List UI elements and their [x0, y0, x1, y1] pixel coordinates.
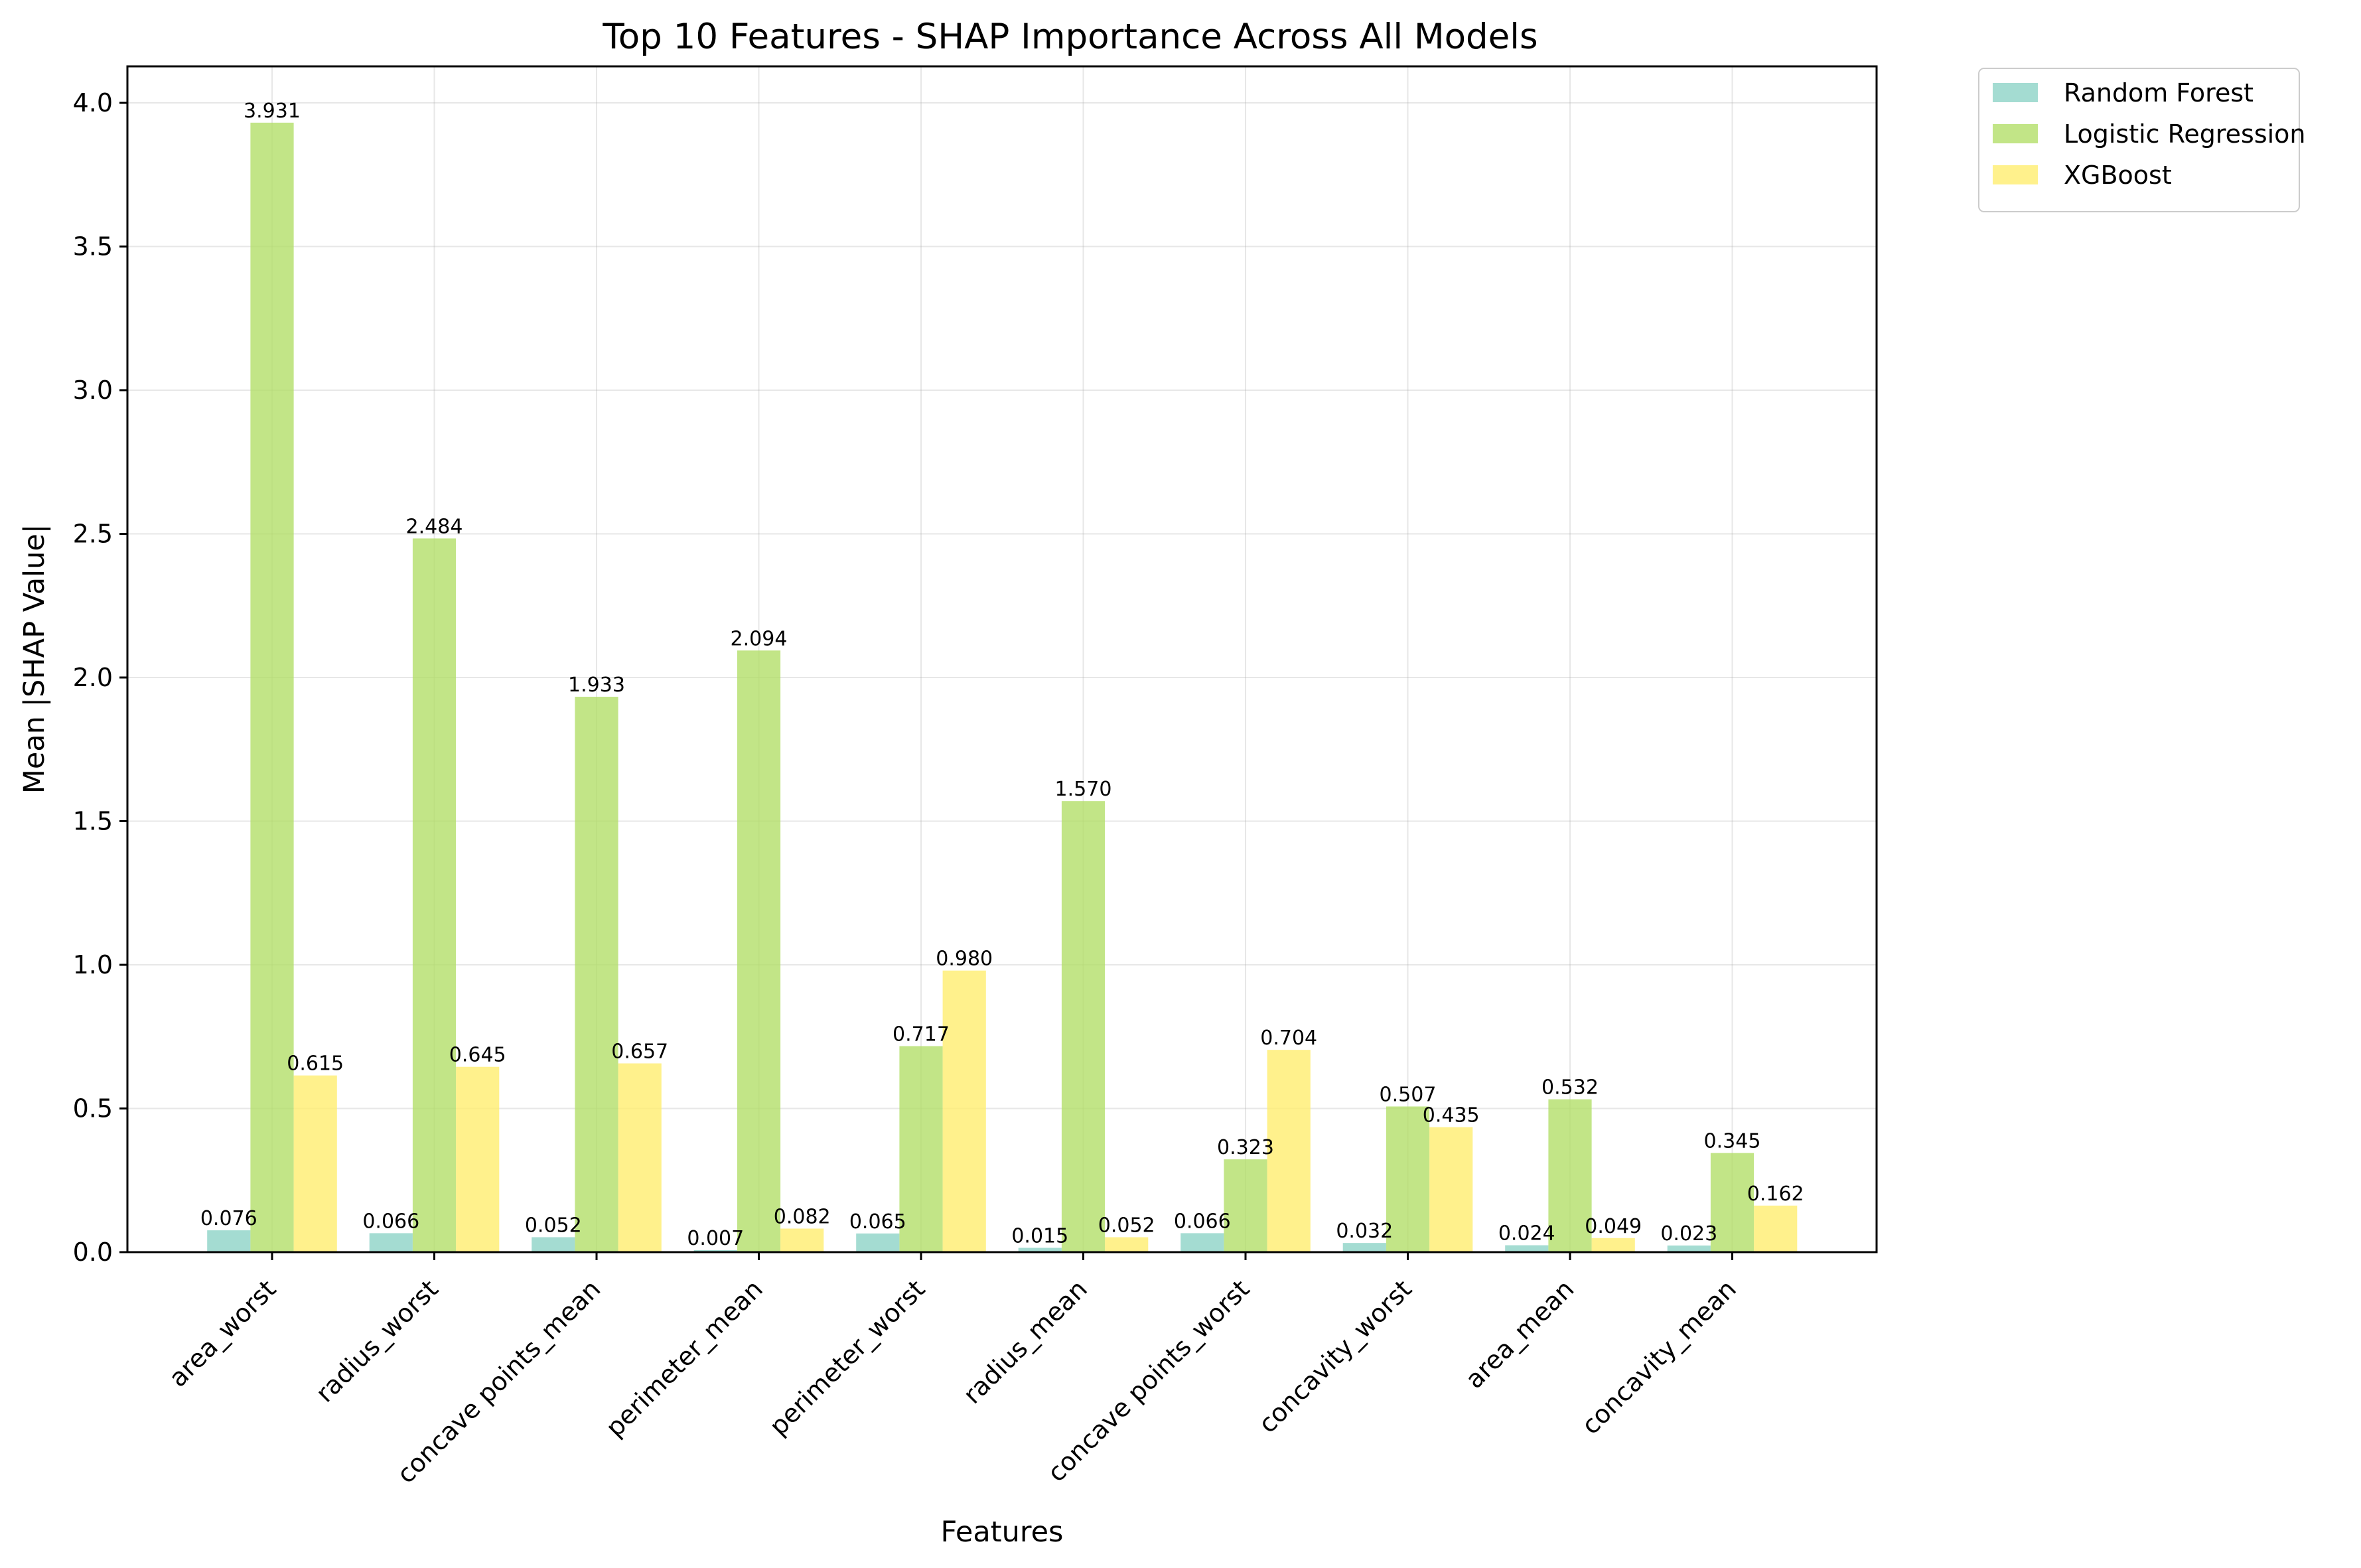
bar-random-forest	[207, 1230, 251, 1252]
bar-value-label: 1.933	[568, 674, 625, 697]
bar-value-label: 0.066	[1174, 1210, 1231, 1233]
bar-value-label: 2.484	[406, 515, 463, 538]
y-tick-label: 0.5	[73, 1094, 113, 1123]
bar-logistic-regression	[1224, 1159, 1267, 1252]
legend-swatch	[1993, 83, 2038, 102]
bar-value-label: 1.570	[1055, 778, 1112, 801]
bar-random-forest	[856, 1233, 900, 1252]
y-tick-label: 1.5	[73, 806, 113, 835]
bar-value-label: 0.024	[1498, 1222, 1555, 1246]
bar-logistic-regression	[250, 122, 294, 1253]
legend-swatch	[1993, 124, 2038, 143]
bar-logistic-regression	[412, 538, 457, 1252]
bar-xgboost	[1591, 1238, 1635, 1252]
bar-value-label: 0.657	[611, 1040, 668, 1064]
legend-label: Random Forest	[2064, 78, 2254, 107]
y-tick-label: 3.0	[73, 376, 113, 405]
bars-layer	[207, 122, 1798, 1253]
bar-logistic-regression	[737, 650, 781, 1252]
bar-xgboost	[618, 1063, 662, 1252]
bar-logistic-regression	[1548, 1099, 1592, 1252]
x-tick-label: area_worst	[163, 1274, 281, 1392]
bar-logistic-regression	[1710, 1153, 1754, 1252]
bar-value-label: 0.066	[362, 1210, 419, 1233]
y-tick-label: 3.5	[73, 232, 113, 261]
plot-frame	[126, 65, 1878, 1253]
bar-value-label: 0.052	[1098, 1214, 1155, 1237]
bar-logistic-regression	[1061, 801, 1106, 1252]
bar-value-label: 0.345	[1704, 1130, 1761, 1153]
bar-xgboost	[293, 1075, 337, 1252]
x-tick-label: radius_mean	[958, 1274, 1093, 1409]
bar-value-label: 0.980	[936, 948, 993, 971]
bar-value-label: 0.007	[687, 1227, 744, 1250]
bar-value-label: 0.052	[525, 1214, 582, 1237]
bar-logistic-regression	[575, 697, 618, 1252]
bar-value-label: 0.323	[1217, 1136, 1274, 1159]
bar-value-label: 0.615	[287, 1052, 344, 1076]
bar-random-forest	[693, 1249, 737, 1252]
bar-value-label: 2.094	[731, 627, 788, 650]
y-tick-label: 2.0	[73, 663, 113, 692]
bar-random-forest	[1667, 1246, 1711, 1252]
value-labels-layer: 0.076 3.931 0.615 0.066 2.484 0.645 0.052 1.933…	[200, 100, 1804, 1250]
x-tick-label: perimeter_mean	[600, 1274, 768, 1443]
bar-value-label: 0.049	[1585, 1215, 1642, 1238]
bar-random-forest	[1018, 1247, 1062, 1252]
bar-value-label: 0.717	[893, 1023, 950, 1046]
bar-xgboost	[456, 1066, 500, 1252]
legend-label: XGBoost	[2064, 161, 2172, 190]
x-tick-label: area_mean	[1460, 1274, 1580, 1394]
bar-logistic-regression	[899, 1046, 943, 1252]
bar-value-label: 0.023	[1660, 1222, 1717, 1246]
bar-value-label: 0.645	[449, 1044, 506, 1067]
bar-xgboost	[1267, 1050, 1311, 1252]
y-axis-label: Mean |SHAP Value|	[18, 524, 51, 794]
bar-value-label: 0.032	[1336, 1220, 1393, 1243]
y-tick-label: 4.0	[73, 88, 113, 117]
bar-value-label: 0.507	[1380, 1083, 1437, 1106]
bar-xgboost	[780, 1228, 824, 1252]
bar-random-forest	[532, 1237, 575, 1252]
y-tick-label: 1.0	[73, 950, 113, 979]
bar-value-label: 0.435	[1423, 1104, 1480, 1127]
x-tick-label: concavity_mean	[1576, 1274, 1742, 1440]
bar-random-forest	[1505, 1245, 1549, 1252]
bar-value-label: 0.076	[200, 1207, 257, 1230]
bar-xgboost	[1105, 1237, 1149, 1252]
bar-value-label: 0.162	[1747, 1182, 1804, 1206]
bar-xgboost	[1754, 1205, 1798, 1252]
grid-layer	[127, 66, 1877, 1253]
x-tick-label: radius_worst	[310, 1274, 444, 1408]
bar-random-forest	[1180, 1233, 1224, 1252]
bar-xgboost	[1429, 1127, 1473, 1252]
legend-label: Logistic Regression	[2064, 119, 2306, 149]
legend: Random Forest Logistic Regression XGBoost	[1978, 68, 2306, 212]
legend-frame	[1978, 68, 2300, 212]
bar-value-label: 0.704	[1260, 1027, 1317, 1050]
bar-value-label: 0.015	[1011, 1225, 1068, 1248]
x-axis-label: Features	[941, 1516, 1064, 1549]
x-tick-label: perimeter_worst	[764, 1274, 930, 1441]
bar-random-forest	[369, 1233, 413, 1252]
bar-random-forest	[1342, 1243, 1386, 1252]
bar-value-label: 3.931	[244, 100, 301, 123]
bar-value-label: 0.082	[774, 1205, 831, 1228]
bar-value-label: 0.065	[849, 1210, 906, 1234]
bar-xgboost	[942, 970, 986, 1252]
bar-logistic-regression	[1386, 1106, 1430, 1252]
y-tick-label: 2.5	[73, 519, 113, 548]
chart-title: Top 10 Features - SHAP Importance Across…	[602, 17, 1538, 57]
bar-value-label: 0.532	[1541, 1076, 1599, 1100]
legend-swatch	[1993, 165, 2038, 184]
y-axis: 0.0 0.5 1.0 1.5 2.0 2.5 3.0 3.5 4.0	[73, 88, 127, 1267]
y-tick-label: 0.0	[73, 1238, 113, 1267]
x-tick-label: concavity_worst	[1253, 1274, 1417, 1439]
